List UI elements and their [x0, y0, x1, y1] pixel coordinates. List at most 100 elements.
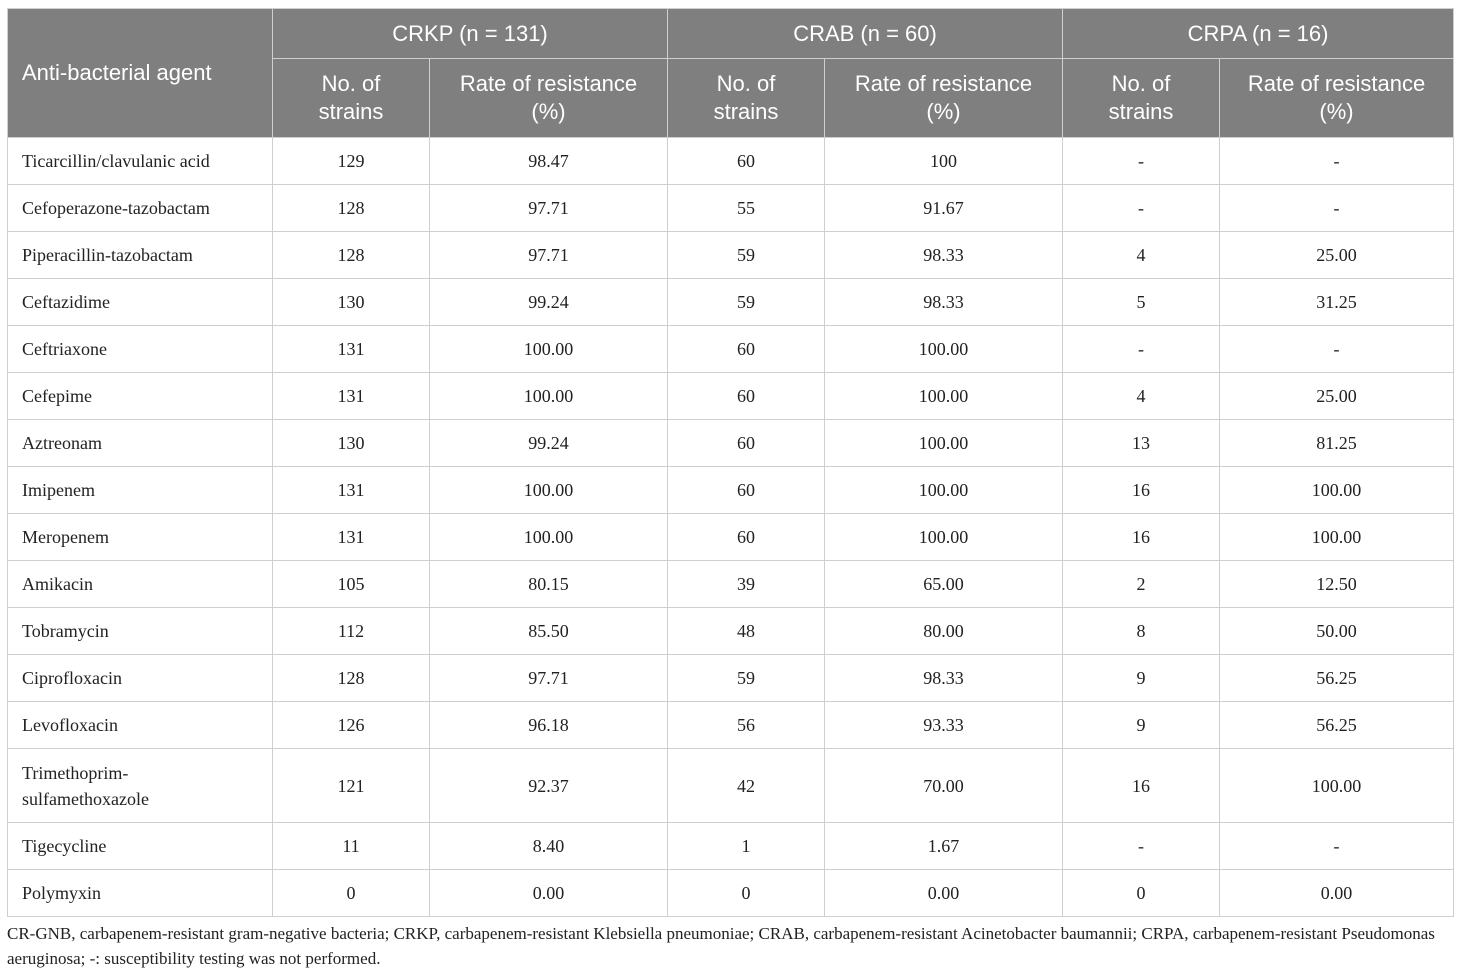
value-cell: 100.00 — [1219, 466, 1455, 514]
value-cell: 80.15 — [428, 560, 669, 608]
agent-name: Tigecycline — [22, 836, 107, 856]
subcolumn-header: Rate of resistance (%) — [428, 58, 669, 138]
value-cell: 0 — [272, 869, 430, 917]
value-cell: 60 — [667, 466, 826, 514]
value-cell: 16 — [1062, 748, 1221, 823]
group-header: CRKP (n = 131) — [271, 8, 669, 59]
agent-cell: Tobramycin — [7, 607, 273, 655]
table-header: Anti-bacterial agent CRKP (n = 131) CRAB … — [7, 8, 1455, 138]
value-cell: 60 — [667, 513, 826, 561]
value-cell: 31.25 — [1219, 278, 1455, 326]
agent-cell: Imipenem — [7, 466, 273, 514]
value-cell: 100.00 — [824, 513, 1064, 561]
value-cell: 99.24 — [428, 278, 669, 326]
value-cell: 91.67 — [824, 184, 1064, 232]
value-cell: 131 — [272, 372, 430, 420]
value-cell: 99.24 — [428, 419, 669, 467]
value-cell: 39 — [667, 560, 826, 608]
value-cell: - — [1062, 325, 1221, 373]
agent-cell: Cefoperazone-tazobactam — [7, 184, 273, 232]
value-cell: 56.25 — [1219, 701, 1455, 749]
resistance-table: Anti-bacterial agent CRKP (n = 131) CRAB … — [7, 8, 1455, 917]
agent-name: Trimethoprim-sulfamethoxazole — [22, 762, 149, 809]
agent-name: Cefepime — [22, 386, 92, 406]
value-cell: 80.00 — [824, 607, 1064, 655]
value-cell: 2 — [1062, 560, 1221, 608]
table-row: Polymyxin 0 0.00 0 0.00 0 0.00 — [7, 869, 1455, 917]
value-cell: 93.33 — [824, 701, 1064, 749]
subcolumn-header: Rate of resistance (%) — [1219, 58, 1455, 138]
value-cell: 8.40 — [428, 822, 669, 870]
value-cell: 105 — [272, 560, 430, 608]
table-row: Aztreonam 130 99.24 60 100.00 13 81.25 — [7, 419, 1455, 467]
table-row: Ciprofloxacin 128 97.71 59 98.33 9 56.25 — [7, 654, 1455, 702]
table-row: Tobramycin 112 85.50 48 80.00 8 50.00 — [7, 607, 1455, 655]
subcolumn-header: No. of strains — [1062, 58, 1221, 138]
agent-name: Cefoperazone-tazobactam — [22, 198, 210, 218]
table-row: Piperacillin-tazobactam 128 97.71 59 98.33 4 2… — [7, 231, 1455, 279]
agent-cell: Ciprofloxacin — [7, 654, 273, 702]
subcolumn-header: No. of strains — [272, 58, 430, 138]
value-cell: - — [1062, 184, 1221, 232]
agent-cell: Trimethoprim-sulfamethoxazole — [7, 748, 273, 823]
value-cell: 25.00 — [1219, 372, 1455, 420]
value-cell: - — [1219, 822, 1455, 870]
value-cell: 59 — [667, 654, 826, 702]
value-cell: 12.50 — [1219, 560, 1455, 608]
value-cell: - — [1062, 822, 1221, 870]
value-cell: 121 — [272, 748, 430, 823]
value-cell: 11 — [272, 822, 430, 870]
header-text: No. of strains — [713, 71, 779, 124]
value-cell: 100.00 — [428, 325, 669, 373]
agent-cell: Ceftazidime — [7, 278, 273, 326]
value-cell: 9 — [1062, 654, 1221, 702]
agent-cell: Levofloxacin — [7, 701, 273, 749]
header-cell: Anti-bacterial agent — [7, 8, 273, 138]
value-cell: 4 — [1062, 372, 1221, 420]
value-cell: 56 — [667, 701, 826, 749]
value-cell: 100.00 — [1219, 748, 1455, 823]
agent-name: Ceftriaxone — [22, 339, 107, 359]
value-cell: 128 — [272, 231, 430, 279]
header-text: Rate of resistance (%) — [459, 71, 638, 124]
agent-name: Piperacillin-tazobactam — [22, 245, 193, 265]
table-row: Tigecycline 11 8.40 1 1.67- - — [7, 822, 1455, 870]
header-text: Rate of resistance (%) — [1247, 71, 1426, 124]
value-cell: 100.00 — [428, 513, 669, 561]
value-cell: 25.00 — [1219, 231, 1455, 279]
header-row: No. of strains Rate of resistance (%) No. … — [8, 58, 1455, 138]
agent-name: Meropenem — [22, 527, 109, 547]
value-cell: - — [1062, 137, 1221, 185]
header-row: Anti-bacterial agent CRKP (n = 131) CRAB … — [7, 8, 1455, 138]
agent-cell: Amikacin — [7, 560, 273, 608]
footnote: CR-GNB, carbapenem-resistant gram-negati… — [7, 924, 1435, 968]
value-cell: 81.25 — [1219, 419, 1455, 467]
value-cell: - — [1219, 137, 1455, 185]
agent-name: Ciprofloxacin — [22, 668, 122, 688]
value-cell: 60 — [667, 325, 826, 373]
value-cell: 100.00 — [1219, 513, 1455, 561]
header-text: No. of strains — [318, 71, 384, 124]
value-cell: 98.33 — [824, 278, 1064, 326]
value-cell: 100.00 — [428, 372, 669, 420]
value-cell: 131 — [272, 466, 430, 514]
value-cell: 131 — [272, 513, 430, 561]
value-cell: 97.71 — [428, 184, 669, 232]
value-cell: 100.00 — [428, 466, 669, 514]
value-cell: 130 — [272, 278, 430, 326]
table-row: Ceftriaxone 131 100.00 60 100.00- - — [7, 325, 1455, 373]
agent-cell: Cefepime — [7, 372, 273, 420]
value-cell: 56.25 — [1219, 654, 1455, 702]
agent-cell: Tigecycline — [7, 822, 273, 870]
table-row: Cefoperazone-tazobactam 128 97.71 55 91.67- - — [7, 184, 1455, 232]
agent-cell: Polymyxin — [7, 869, 273, 917]
value-cell: 4 — [1062, 231, 1221, 279]
value-cell: 98.47 — [428, 137, 669, 185]
value-cell: 100 — [824, 137, 1064, 185]
agent-name: Ticarcillin/clavulanic acid — [22, 151, 210, 171]
value-cell: 59 — [667, 231, 826, 279]
value-cell: 1.67 — [824, 822, 1064, 870]
table-row: Ticarcillin/clavulanic acid 129 98.47 60 100… — [7, 137, 1455, 185]
agent-name: Polymyxin — [22, 883, 102, 903]
value-cell: 129 — [272, 137, 430, 185]
